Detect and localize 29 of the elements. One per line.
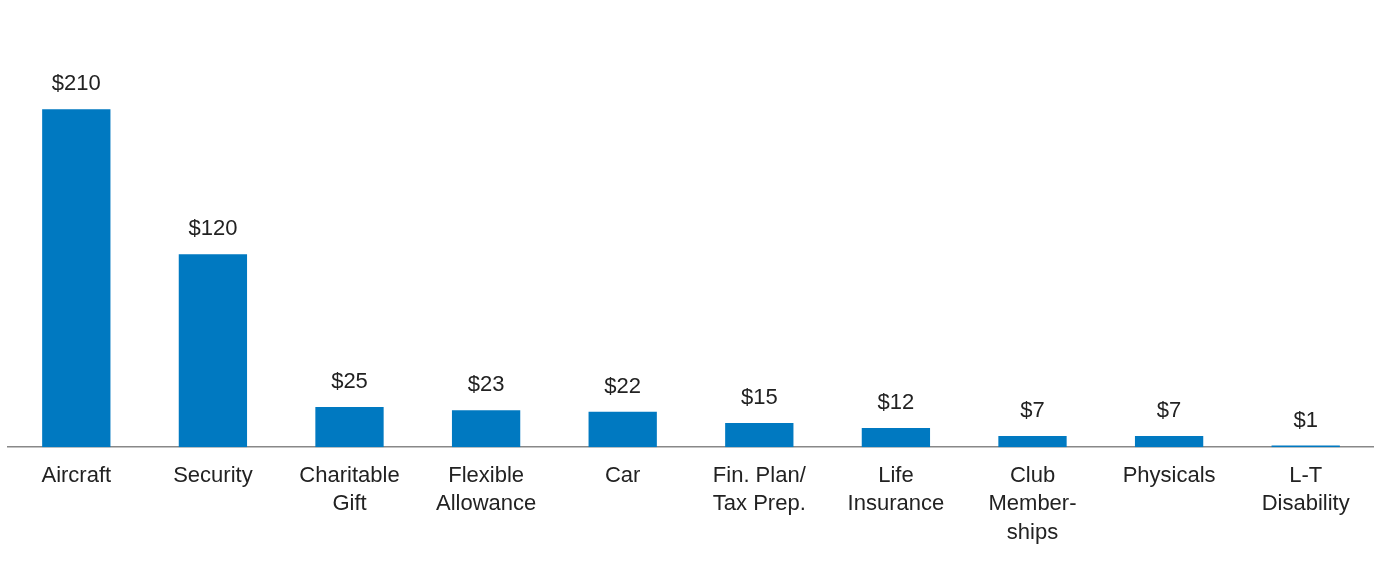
x-tick-label: Aircraft	[41, 461, 112, 487]
bar	[451, 410, 521, 448]
bar	[178, 254, 248, 448]
x-tick-label: Security	[173, 461, 253, 487]
x-tick-label: Physicals	[1122, 461, 1216, 487]
data-label: $120	[188, 215, 238, 241]
data-label: $12	[877, 388, 915, 414]
x-tick-label: Flexible Allowance	[435, 461, 537, 516]
bar	[725, 423, 794, 448]
bar	[315, 406, 384, 448]
bar	[42, 109, 111, 448]
bar	[1134, 435, 1204, 448]
data-label: $15	[740, 384, 778, 410]
x-tick-label: Car	[604, 461, 641, 487]
x-tick-label: Life Insurance	[847, 461, 945, 516]
data-label: $7	[1156, 397, 1182, 422]
x-tick-label: Fin. Plan/ Tax Prep.	[712, 461, 807, 516]
data-label: $22	[604, 372, 642, 398]
data-label: $23	[467, 371, 505, 397]
data-label: $25	[331, 368, 368, 394]
x-tick-label: Club Member- ships	[988, 461, 1077, 544]
bar	[861, 427, 931, 448]
x-tick-label: L-T Disability	[1261, 461, 1350, 516]
bar	[998, 435, 1067, 448]
bar	[588, 411, 657, 448]
x-tick-label: Charitable Gift	[299, 461, 400, 516]
data-label: $1	[1293, 406, 1318, 432]
data-label: $7	[1020, 397, 1045, 422]
data-label: $210	[51, 70, 101, 96]
